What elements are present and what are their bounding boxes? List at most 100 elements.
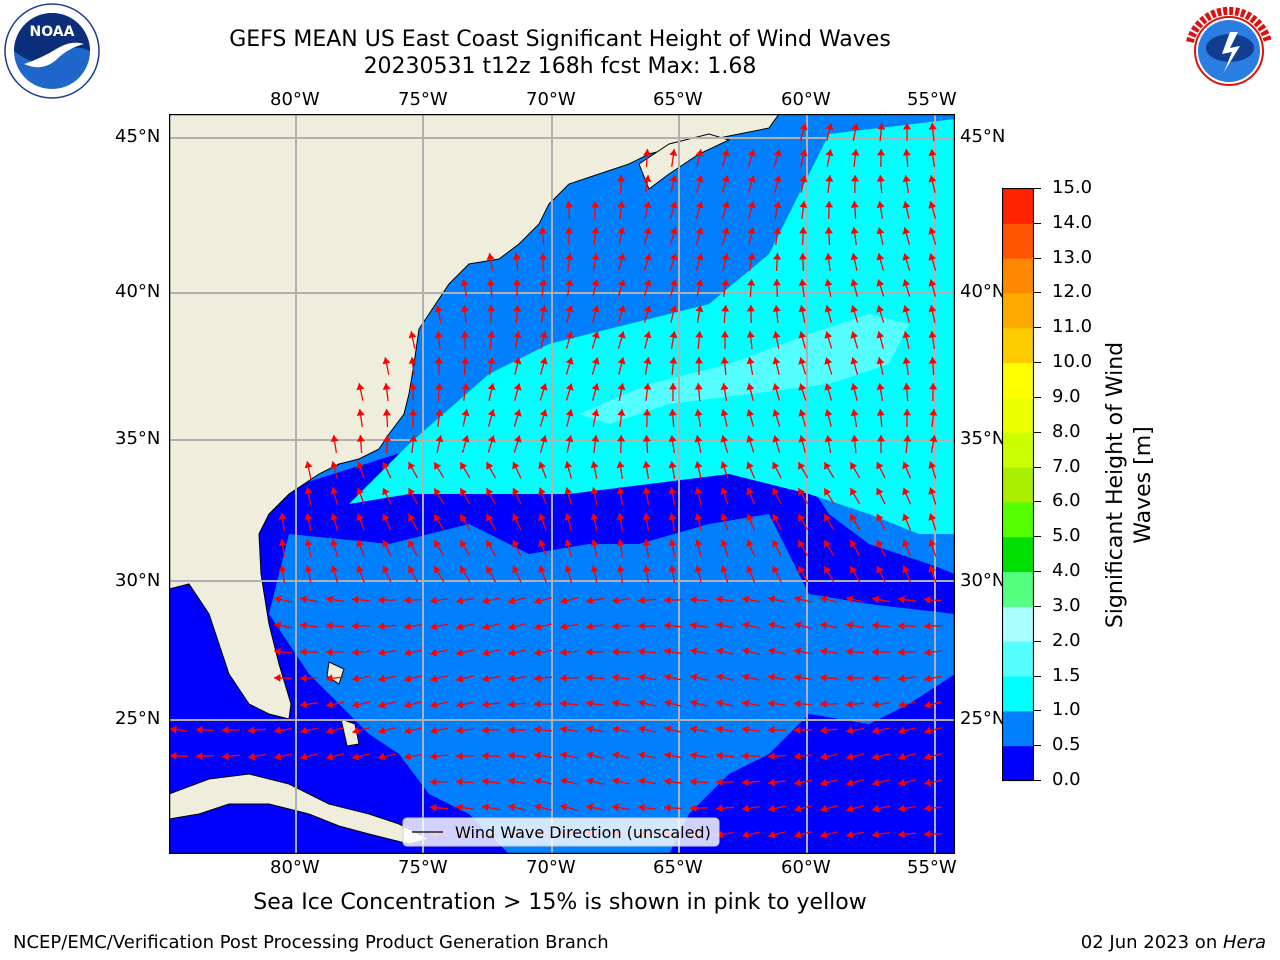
wave-arrow-head [876, 488, 884, 496]
colorbar-cell [1002, 745, 1034, 781]
wave-arrow-head [798, 383, 807, 391]
wave-arrow-head [565, 409, 574, 417]
wave-arrow-head [560, 725, 568, 734]
wave-arrow-head [430, 778, 437, 786]
wave-arrow-head [356, 487, 364, 495]
wave-arrow-head [669, 279, 678, 287]
wave-arrow-head [612, 647, 619, 656]
wave-arrow-head [850, 253, 859, 261]
wave-arrow-head [690, 699, 698, 708]
wave-arrow-head [747, 279, 756, 286]
wave-arrow-head [508, 700, 515, 709]
wave-arrow-head [612, 622, 619, 631]
wave-arrow-head [850, 279, 859, 287]
wave-arrow-head [928, 279, 937, 287]
wave-arrow-head [539, 279, 548, 286]
colorbar-cell [1002, 432, 1034, 468]
wave-arrow-head [456, 674, 464, 683]
wave-arrow-head [721, 279, 730, 286]
wave-arrow-head [330, 461, 339, 469]
wave-arrow-head [560, 622, 568, 631]
wave-arrow-head [898, 778, 906, 787]
wave-arrow-head [487, 331, 496, 338]
wave-arrow-head [721, 331, 729, 338]
wave-arrow-head [898, 830, 905, 839]
wave-arrow-head [534, 777, 542, 786]
wave-arrow-head [903, 409, 911, 416]
wave-arrow-head [461, 435, 470, 443]
wave-arrow-head [356, 539, 364, 547]
wave-arrow-head [430, 726, 438, 735]
wave-arrow-head [876, 175, 885, 182]
wave-arrow-head [274, 595, 282, 604]
wave-arrow-head [690, 751, 697, 760]
wave-arrow-head [352, 726, 360, 735]
wave-arrow-head [694, 539, 703, 547]
wave-arrow-head [196, 752, 203, 761]
wave-arrow-head [435, 383, 444, 390]
wave-arrow-head [928, 487, 936, 495]
wave-arrow-head [690, 647, 698, 656]
colorbar-tick-mark [1034, 362, 1041, 364]
wave-arrow-head [768, 647, 776, 656]
colorbar-label-line2: Waves [m] [1131, 426, 1156, 544]
wave-arrow-head [876, 540, 884, 548]
wave-arrow-head [872, 674, 879, 683]
wave-arrow-head [356, 565, 364, 573]
wave-arrow-head [746, 383, 755, 391]
wave-arrow-head [850, 305, 859, 313]
wave-arrow-head [824, 514, 832, 522]
wave-arrow-head [513, 279, 521, 286]
wave-arrow-head [850, 331, 859, 339]
wave-arrow-head [508, 803, 516, 812]
wave-arrow-head [902, 383, 911, 390]
wave-arrow-head [716, 621, 724, 630]
wave-arrow-head [534, 648, 542, 657]
wave-arrow-head [404, 726, 412, 735]
colorbar-tick-mark [1034, 292, 1041, 294]
wave-arrow-head [798, 253, 807, 260]
colorbar-tick-mark [1034, 431, 1041, 433]
wave-arrow-head [590, 461, 599, 469]
wave-arrow-head [742, 621, 750, 630]
wave-arrow-head [668, 409, 677, 416]
wave-arrow-head [799, 227, 808, 234]
wave-arrow-head [538, 227, 547, 234]
wave-arrow-head [482, 803, 490, 812]
wave-arrow-head [430, 674, 438, 683]
wave-arrow-head [565, 357, 574, 365]
wave-arrow-head [794, 752, 801, 761]
wave-arrow-head [486, 514, 494, 522]
wave-arrow-head [378, 700, 386, 709]
wave-arrow-head [846, 595, 854, 604]
wave-arrow-head [924, 830, 931, 838]
lon-label-bottom-70: 70°W [526, 857, 576, 878]
wave-arrow-head [617, 227, 626, 235]
wave-arrow-head [825, 149, 834, 157]
wave-arrow-head [669, 331, 678, 339]
colorbar-tick-mark [1034, 396, 1041, 398]
wave-arrow-head [877, 123, 886, 130]
wave-arrow-head [716, 699, 724, 708]
wave-arrow-head [456, 803, 463, 812]
wave-arrow-head [746, 565, 754, 574]
wave-arrow-head [356, 383, 365, 391]
colorbar-tick-label: 2.0 [1052, 629, 1081, 651]
wave-arrow-head [747, 227, 756, 235]
wave-arrow-head [590, 565, 599, 573]
colorbar-tick-mark [1034, 605, 1041, 607]
colorbar-label: Significant Height of Wind Waves [m] [1102, 325, 1158, 645]
wave-arrow-head [824, 305, 833, 313]
wave-arrow-head [850, 409, 859, 417]
wave-arrow-head [616, 461, 625, 469]
wave-arrow-head [742, 830, 750, 839]
wave-arrow-head [850, 514, 858, 522]
colorbar-tick-label: 4.0 [1052, 560, 1081, 582]
wave-arrow-head [742, 804, 750, 813]
wave-arrow-head [616, 513, 625, 521]
wave-arrow-head [560, 751, 568, 760]
wave-arrow-head [772, 409, 781, 417]
wave-arrow-head [482, 777, 489, 786]
ice-note: Sea Ice Concentration > 15% is shown in … [253, 890, 867, 915]
wave-arrow-head [851, 175, 860, 182]
